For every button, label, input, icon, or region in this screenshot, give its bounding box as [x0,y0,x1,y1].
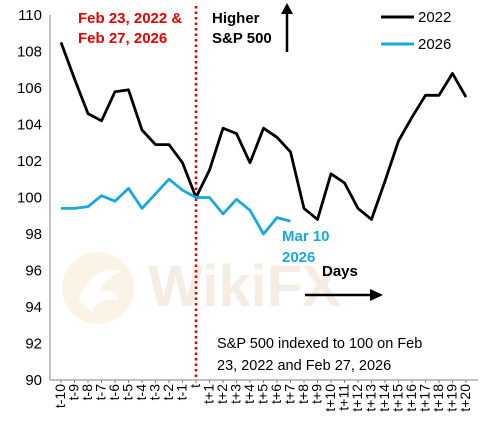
y-tick-label: 96 [25,263,42,280]
legend-label-2022: 2022 [418,9,451,26]
x-tick-label: t-1 [174,384,190,401]
annotation-dates-line2: Feb 27, 2026 [78,30,167,47]
annotation-mar10-line2: 2026 [282,249,315,266]
x-tick-label: t-5 [120,384,136,401]
x-tick-label: t-4 [133,384,149,401]
note-line1: S&P 500 indexed to 100 on Feb [217,336,422,352]
annotation-mar10-line1: Mar 10 [282,228,330,245]
x-tick-label: t+8 [295,384,311,404]
x-tick-label: t+19 [444,384,460,412]
y-tick-label: 92 [25,336,42,353]
y-tick-label: 104 [17,117,42,134]
x-tick-label: t+13 [363,384,379,412]
y-tick-label: 98 [25,226,42,243]
annotation-higher-line2: S&P 500 [212,30,272,47]
annotation-dates-line1: Feb 23, 2022 & [78,10,182,27]
note-line2: 23, 2022 and Feb 27, 2026 [217,358,391,374]
x-tick-label: t+20 [457,384,473,412]
svg-text:WikiFX: WikiFX [148,254,341,319]
x-tick-label: t+1 [201,384,217,404]
series-line-2022 [59,41,468,221]
y-tick-labels: 90 92 94 96 98 100 102 104 106 108 110 [17,7,42,389]
y-tick-label: 102 [17,153,42,170]
x-tick-label: t-9 [66,384,82,401]
x-tick-label: t+5 [255,384,271,404]
x-tick-label: t [187,384,203,388]
y-tick-label: 106 [17,80,42,97]
right-arrow-icon [305,289,383,301]
x-tick-label: t-7 [93,384,109,401]
legend: 2022 2026 [381,9,451,53]
y-tick-label: 110 [18,7,42,24]
x-tick-label: t+17 [417,384,433,412]
annotation-higher-line1: Higher [212,10,260,27]
x-tick-label: t+4 [241,384,257,404]
x-tick-label: t+9 [309,384,325,404]
x-tick-label: t+12 [349,384,365,412]
series-lines [59,41,468,236]
x-tick-label: t-6 [106,384,122,401]
x-tick-labels: t-10t-9t-8t-7t-6t-5t-4t-3t-2t-1tt+1t+2t+… [52,380,473,412]
x-tick-label: t-3 [147,384,163,401]
x-tick-label: t+2 [214,384,230,404]
x-tick-label: t+14 [376,384,392,412]
x-tick-label: t+3 [228,384,244,404]
y-tick-label: 108 [17,44,42,61]
up-arrow-icon [281,3,293,52]
x-tick-label: t-10 [52,384,68,408]
x-tick-label: t-8 [79,384,95,401]
y-tick-label: 90 [25,372,42,389]
y-tick-label: 100 [17,190,42,207]
y-tick-label: 94 [25,299,42,316]
annotation-days: Days [322,263,358,280]
watermark-logo: WikiFX [62,252,341,324]
x-tick-label: t+6 [268,384,284,404]
x-tick-label: t+15 [390,384,406,412]
x-tick-label: t+10 [322,384,338,412]
axes [49,15,478,381]
legend-label-2026: 2026 [418,36,451,53]
x-tick-label: t+18 [430,384,446,412]
x-tick-label: t-2 [160,384,176,401]
x-tick-label: t+11 [336,384,352,411]
series-line-2026 [61,177,291,236]
x-tick-label: t+7 [282,384,298,404]
x-tick-label: t+16 [403,384,419,412]
